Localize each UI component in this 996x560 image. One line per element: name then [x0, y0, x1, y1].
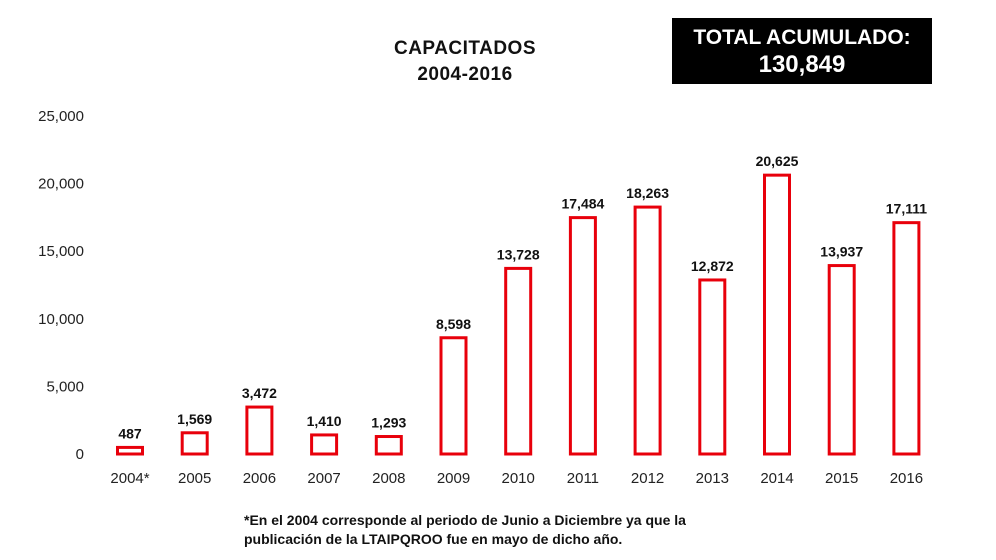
bar-value-label: 3,472: [242, 385, 277, 401]
total-accumulated-box: TOTAL ACUMULADO: 130,849: [672, 18, 932, 84]
x-tick-label: 2011: [567, 470, 599, 487]
x-tick-label: 2013: [696, 470, 729, 487]
x-tick-label: 2009: [437, 470, 470, 487]
bar: [245, 405, 274, 456]
bar: [892, 221, 921, 456]
bar: [310, 433, 339, 456]
x-tick-label: 2005: [178, 470, 211, 487]
chart-title-line1: CAPACITADOS: [393, 38, 537, 59]
bar: [568, 216, 597, 456]
bar-value-label: 20,625: [756, 153, 799, 169]
y-tick-label: 10,000: [38, 311, 84, 328]
x-tick-label: 2016: [890, 470, 923, 487]
footnote-line2: publicación de la LTAIPQROO fue en mayo …: [244, 531, 623, 547]
y-tick-label: 0: [76, 446, 84, 463]
total-accumulated-label: TOTAL ACUMULADO:: [693, 26, 911, 49]
x-tick-label: 2012: [631, 470, 664, 487]
y-tick-label: 15,000: [38, 243, 84, 260]
x-tick-label: 2004*: [110, 470, 149, 487]
bar-value-label: 487: [118, 425, 142, 441]
bar-value-label: 1,410: [307, 413, 342, 429]
bar-value-label: 13,728: [497, 246, 540, 262]
y-tick-label: 20,000: [38, 176, 84, 193]
bar-value-label: 1,293: [371, 415, 406, 431]
bar: [763, 173, 791, 456]
bar: [698, 278, 727, 456]
x-tick-label: 2010: [502, 470, 535, 487]
bar-value-label: 8,598: [436, 316, 471, 332]
y-tick-label: 25,000: [38, 108, 84, 125]
bar-value-label: 17,111: [886, 201, 927, 217]
footnote: *En el 2004 corresponde al periodo de Ju…: [244, 511, 844, 549]
bar: [633, 205, 662, 456]
bar-value-label: 1,569: [177, 411, 212, 427]
bar-value-label: 12,872: [691, 258, 734, 274]
chart-title-line2: 2004-2016: [417, 64, 513, 85]
bar: [180, 431, 209, 456]
bar-value-label: 17,484: [561, 196, 604, 212]
bar: [504, 266, 533, 456]
y-tick-label: 5,000: [46, 378, 84, 395]
bar: [439, 336, 468, 456]
x-tick-label: 2014: [760, 470, 793, 487]
bar: [374, 435, 403, 456]
footnote-line1: *En el 2004 corresponde al periodo de Ju…: [244, 512, 686, 528]
total-accumulated-value: 130,849: [758, 51, 846, 78]
bar: [827, 264, 856, 456]
x-tick-label: 2006: [243, 470, 276, 487]
x-tick-label: 2008: [372, 470, 405, 487]
bar-value-label: 13,937: [820, 244, 863, 260]
bar: [116, 445, 144, 456]
bar-value-label: 18,263: [626, 185, 669, 201]
x-tick-label: 2015: [825, 470, 858, 487]
x-tick-label: 2007: [307, 470, 340, 487]
chart-title: CAPACITADOS 2004-2016: [330, 36, 600, 88]
